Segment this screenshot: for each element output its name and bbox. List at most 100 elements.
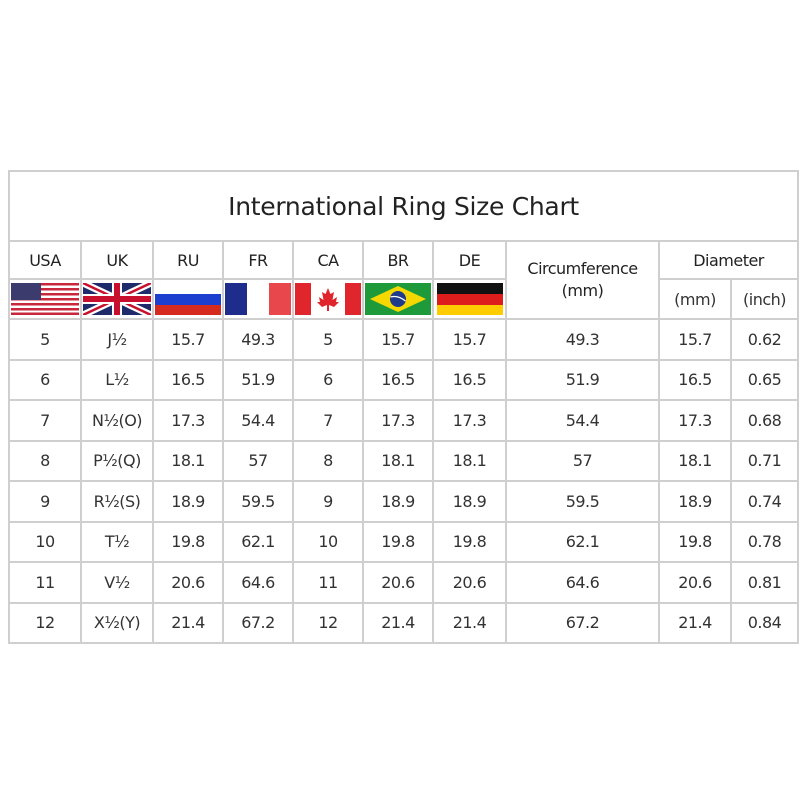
cell-uk: J½ bbox=[80, 318, 154, 361]
cell-diameter-mm: 16.5 bbox=[658, 358, 732, 401]
cell-br: 21.4 bbox=[362, 601, 434, 644]
cell-circumference-mm: 67.2 bbox=[505, 601, 660, 644]
cell-ca: 7 bbox=[292, 399, 364, 442]
cell-circumference-mm: 59.5 bbox=[505, 480, 660, 523]
canada-flag-icon bbox=[292, 278, 364, 320]
cell-circumference-mm: 64.6 bbox=[505, 561, 660, 604]
cell-fr: 51.9 bbox=[222, 358, 294, 401]
cell-br: 15.7 bbox=[362, 318, 434, 361]
cell-diameter-inch: 0.81 bbox=[729, 561, 800, 604]
cell-de: 18.9 bbox=[432, 480, 507, 523]
cell-br: 20.6 bbox=[362, 561, 434, 604]
uk-flag-icon bbox=[80, 278, 154, 320]
cell-ru: 21.4 bbox=[152, 601, 224, 644]
cell-ca: 11 bbox=[292, 561, 364, 604]
cell-uk: N½(O) bbox=[80, 399, 154, 442]
header-diameter: Diameter bbox=[657, 240, 800, 280]
cell-de: 21.4 bbox=[432, 601, 507, 644]
cell-br: 18.9 bbox=[362, 480, 434, 523]
cell-de: 19.8 bbox=[432, 520, 507, 563]
cell-fr: 67.2 bbox=[222, 601, 294, 644]
cell-fr: 54.4 bbox=[222, 399, 294, 442]
cell-br: 18.1 bbox=[362, 439, 434, 482]
cell-ru: 15.7 bbox=[152, 318, 224, 361]
cell-usa: 5 bbox=[8, 318, 82, 361]
header-br: BR bbox=[362, 240, 434, 280]
cell-ca: 5 bbox=[292, 318, 364, 361]
cell-circumference-mm: 51.9 bbox=[505, 358, 660, 401]
cell-diameter-inch: 0.62 bbox=[729, 318, 800, 361]
cell-ca: 9 bbox=[292, 480, 364, 523]
cell-diameter-inch: 0.78 bbox=[729, 520, 800, 563]
cell-circumference-mm: 62.1 bbox=[505, 520, 660, 563]
cell-de: 15.7 bbox=[432, 318, 507, 361]
cell-uk: T½ bbox=[80, 520, 154, 563]
cell-ru: 18.9 bbox=[152, 480, 224, 523]
cell-de: 17.3 bbox=[432, 399, 507, 442]
cell-fr: 64.6 bbox=[222, 561, 294, 604]
cell-uk: X½(Y) bbox=[80, 601, 154, 644]
cell-diameter-inch: 0.71 bbox=[729, 439, 800, 482]
cell-diameter-inch: 0.68 bbox=[729, 399, 800, 442]
cell-circumference-mm: 57 bbox=[505, 439, 660, 482]
cell-fr: 62.1 bbox=[222, 520, 294, 563]
header-diameter-mm: (mm) bbox=[658, 278, 732, 320]
cell-diameter-inch: 0.74 bbox=[729, 480, 800, 523]
cell-ca: 6 bbox=[292, 358, 364, 401]
cell-ru: 19.8 bbox=[152, 520, 224, 563]
cell-diameter-mm: 19.8 bbox=[658, 520, 732, 563]
header-diameter-inch: (inch) bbox=[729, 278, 800, 320]
cell-uk: R½(S) bbox=[80, 480, 154, 523]
cell-diameter-mm: 18.9 bbox=[658, 480, 732, 523]
cell-diameter-mm: 18.1 bbox=[658, 439, 732, 482]
cell-de: 18.1 bbox=[432, 439, 507, 482]
cell-circumference-mm: 49.3 bbox=[505, 318, 660, 361]
cell-ru: 16.5 bbox=[152, 358, 224, 401]
cell-de: 20.6 bbox=[432, 561, 507, 604]
cell-diameter-mm: 20.6 bbox=[658, 561, 732, 604]
cell-ru: 17.3 bbox=[152, 399, 224, 442]
chart-title: International Ring Size Chart bbox=[7, 170, 800, 242]
cell-usa: 9 bbox=[8, 480, 82, 523]
cell-usa: 11 bbox=[8, 561, 82, 604]
cell-diameter-inch: 0.84 bbox=[729, 601, 800, 644]
cell-diameter-mm: 17.3 bbox=[658, 399, 732, 442]
germany-flag-icon bbox=[432, 278, 507, 320]
table-row: 11 V½ 20.6 64.6 11 20.6 20.6 64.6 20.6 0.81 bbox=[8, 561, 800, 604]
circumference-label: Circumference bbox=[527, 259, 638, 278]
cell-usa: 7 bbox=[8, 399, 82, 442]
header-fr: FR bbox=[222, 240, 294, 280]
cell-usa: 6 bbox=[8, 358, 82, 401]
header-circumference: Circumference (mm) bbox=[505, 240, 660, 320]
cell-diameter-mm: 15.7 bbox=[658, 318, 732, 361]
cell-uk: L½ bbox=[80, 358, 154, 401]
cell-uk: V½ bbox=[80, 561, 154, 604]
ring-size-table: International Ring Size Chart USA UK RU … bbox=[7, 170, 800, 644]
cell-ca: 10 bbox=[292, 520, 364, 563]
header-de: DE bbox=[432, 240, 507, 280]
france-flag-icon bbox=[222, 278, 294, 320]
table-row: 8 P½(Q) 18.1 57 8 18.1 18.1 57 18.1 0.71 bbox=[8, 439, 800, 482]
us-flag-icon bbox=[8, 278, 82, 320]
brazil-flag-icon bbox=[362, 278, 434, 320]
cell-fr: 49.3 bbox=[222, 318, 294, 361]
table-row: 6 L½ 16.5 51.9 6 16.5 16.5 51.9 16.5 0.65 bbox=[8, 358, 800, 401]
cell-br: 19.8 bbox=[362, 520, 434, 563]
cell-br: 16.5 bbox=[362, 358, 434, 401]
cell-ca: 8 bbox=[292, 439, 364, 482]
cell-usa: 12 bbox=[8, 601, 82, 644]
header-ru: RU bbox=[152, 240, 224, 280]
table-row: 12 X½(Y) 21.4 67.2 12 21.4 21.4 67.2 21.4 0.84 bbox=[8, 601, 800, 644]
cell-uk: P½(Q) bbox=[80, 439, 154, 482]
cell-diameter-mm: 21.4 bbox=[658, 601, 732, 644]
cell-diameter-inch: 0.65 bbox=[729, 358, 800, 401]
cell-circumference-mm: 54.4 bbox=[505, 399, 660, 442]
table-row: 5 J½ 15.7 49.3 5 15.7 15.7 49.3 15.7 0.62 bbox=[8, 318, 800, 361]
cell-ru: 18.1 bbox=[152, 439, 224, 482]
table-row: 10 T½ 19.8 62.1 10 19.8 19.8 62.1 19.8 0.78 bbox=[8, 520, 800, 563]
cell-fr: 59.5 bbox=[222, 480, 294, 523]
cell-br: 17.3 bbox=[362, 399, 434, 442]
cell-usa: 10 bbox=[8, 520, 82, 563]
cell-fr: 57 bbox=[222, 439, 294, 482]
header-ca: CA bbox=[292, 240, 364, 280]
